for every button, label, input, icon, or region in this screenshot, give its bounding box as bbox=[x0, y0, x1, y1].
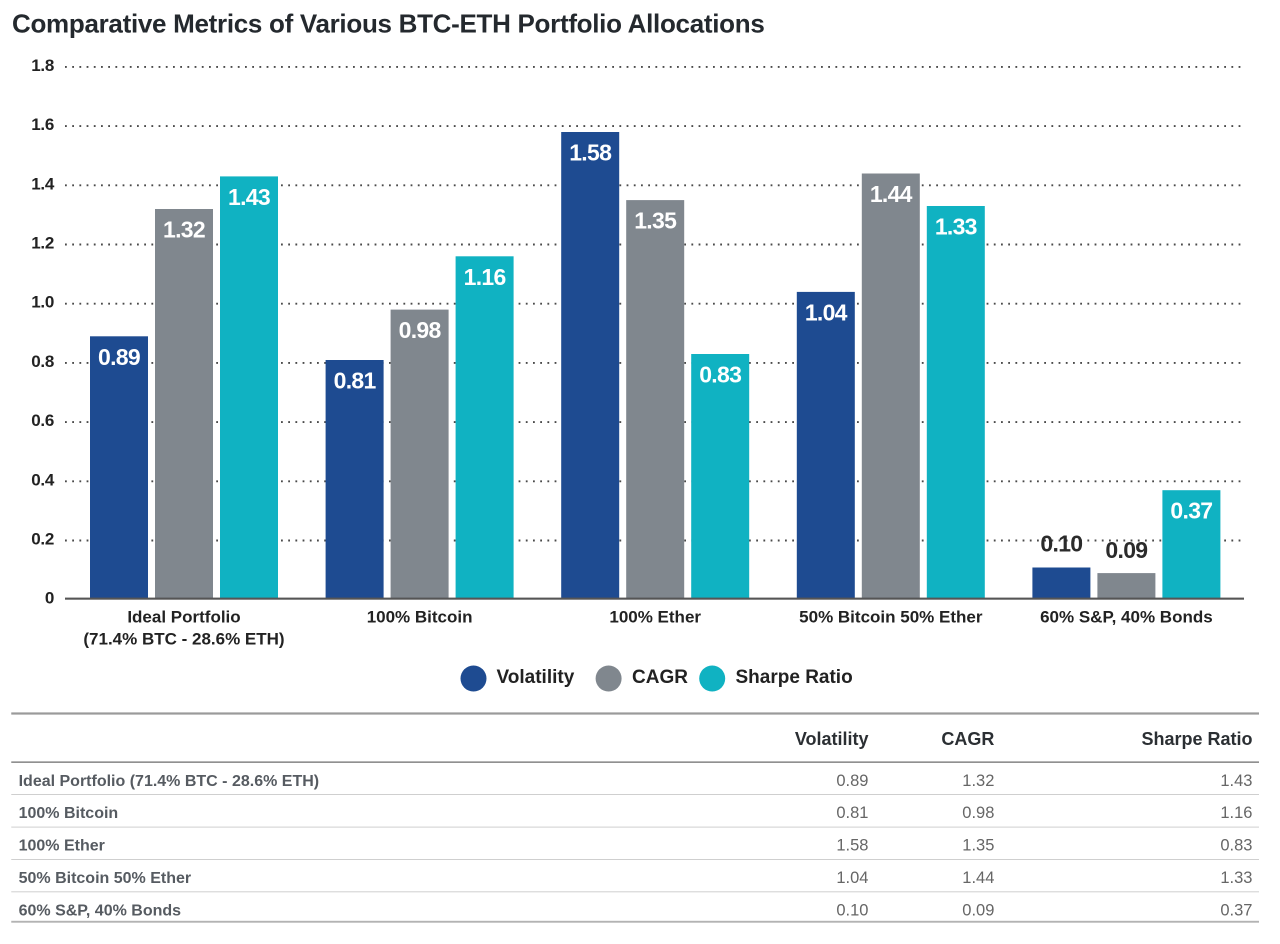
svg-text:1.43: 1.43 bbox=[1220, 772, 1252, 790]
svg-text:1.58: 1.58 bbox=[836, 837, 868, 855]
svg-text:1.35: 1.35 bbox=[634, 208, 677, 234]
svg-text:Volatility: Volatility bbox=[497, 667, 575, 688]
svg-text:CAGR: CAGR bbox=[941, 729, 994, 749]
svg-text:Sharpe Ratio: Sharpe Ratio bbox=[1141, 729, 1252, 749]
svg-text:CAGR: CAGR bbox=[632, 667, 688, 688]
svg-text:0.4: 0.4 bbox=[31, 470, 55, 489]
svg-text:Volatility: Volatility bbox=[795, 729, 869, 749]
svg-text:Ideal Portfolio (71.4% BTC - 2: Ideal Portfolio (71.4% BTC - 28.6% ETH) bbox=[19, 773, 320, 790]
svg-text:0.83: 0.83 bbox=[699, 362, 741, 388]
svg-text:1.33: 1.33 bbox=[1220, 869, 1252, 887]
svg-text:1.43: 1.43 bbox=[228, 184, 270, 210]
svg-text:0.10: 0.10 bbox=[836, 901, 868, 919]
svg-text:0.98: 0.98 bbox=[962, 804, 994, 822]
svg-text:1.58: 1.58 bbox=[569, 140, 612, 166]
svg-text:1.0: 1.0 bbox=[31, 293, 54, 312]
svg-text:0.10: 0.10 bbox=[1040, 531, 1082, 557]
svg-text:1.35: 1.35 bbox=[962, 837, 994, 855]
svg-text:1.33: 1.33 bbox=[935, 214, 977, 240]
svg-text:1.8: 1.8 bbox=[31, 56, 54, 75]
svg-text:1.44: 1.44 bbox=[962, 869, 994, 887]
svg-text:60% S&P, 40% Bonds: 60% S&P, 40% Bonds bbox=[19, 902, 182, 919]
svg-text:1.16: 1.16 bbox=[1220, 804, 1252, 822]
svg-text:0.37: 0.37 bbox=[1220, 901, 1252, 919]
svg-text:0.89: 0.89 bbox=[98, 344, 140, 370]
svg-text:Comparative Metrics of Various: Comparative Metrics of Various BTC-ETH P… bbox=[12, 9, 764, 39]
svg-text:1.44: 1.44 bbox=[870, 181, 913, 207]
svg-text:0.98: 0.98 bbox=[399, 317, 442, 343]
svg-text:0.6: 0.6 bbox=[31, 411, 54, 430]
svg-text:0.8: 0.8 bbox=[31, 352, 54, 371]
svg-text:0: 0 bbox=[45, 589, 54, 608]
svg-text:100% Ether: 100% Ether bbox=[609, 608, 701, 627]
svg-text:0.37: 0.37 bbox=[1170, 498, 1212, 524]
svg-text:0.09: 0.09 bbox=[962, 901, 994, 919]
svg-text:1.32: 1.32 bbox=[163, 217, 205, 243]
svg-text:0.81: 0.81 bbox=[334, 368, 377, 394]
svg-text:1.6: 1.6 bbox=[31, 115, 54, 134]
svg-text:60% S&P, 40% Bonds: 60% S&P, 40% Bonds bbox=[1040, 608, 1213, 627]
svg-text:0.89: 0.89 bbox=[836, 772, 868, 790]
svg-text:1.32: 1.32 bbox=[962, 772, 994, 790]
svg-text:100% Bitcoin: 100% Bitcoin bbox=[19, 805, 119, 822]
svg-text:50% Bitcoin 50% Ether: 50% Bitcoin 50% Ether bbox=[799, 608, 983, 627]
svg-text:0.81: 0.81 bbox=[836, 804, 868, 822]
svg-text:50% Bitcoin 50% Ether: 50% Bitcoin 50% Ether bbox=[19, 870, 192, 887]
svg-text:100% Bitcoin: 100% Bitcoin bbox=[367, 608, 473, 627]
svg-text:0.2: 0.2 bbox=[31, 530, 54, 549]
svg-text:1.2: 1.2 bbox=[31, 234, 54, 253]
svg-text:1.4: 1.4 bbox=[31, 174, 55, 193]
svg-text:0.09: 0.09 bbox=[1105, 537, 1147, 563]
svg-text:1.04: 1.04 bbox=[836, 869, 868, 887]
svg-text:1.16: 1.16 bbox=[464, 264, 506, 290]
svg-text:Sharpe Ratio: Sharpe Ratio bbox=[736, 667, 853, 688]
svg-text:0.83: 0.83 bbox=[1220, 837, 1252, 855]
svg-text:(71.4% BTC - 28.6% ETH): (71.4% BTC - 28.6% ETH) bbox=[83, 630, 284, 649]
svg-text:1.04: 1.04 bbox=[805, 299, 848, 325]
svg-text:100% Ether: 100% Ether bbox=[19, 838, 105, 855]
svg-text:Ideal Portfolio: Ideal Portfolio bbox=[127, 608, 240, 627]
